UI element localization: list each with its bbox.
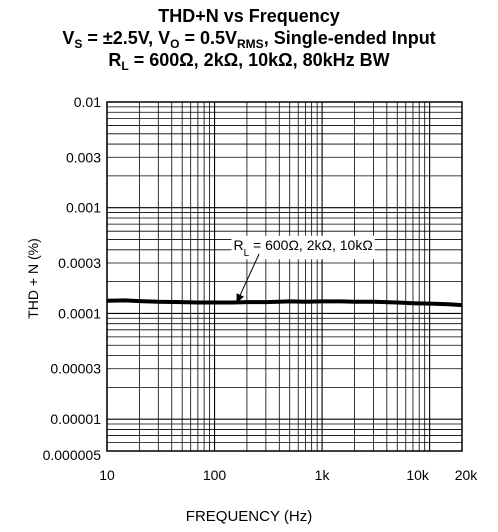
chart-title: THD+N vs Frequency (158, 6, 340, 26)
vs-value: = ±2.5V, V (82, 28, 171, 48)
rl-values: = 600Ω, 2kΩ, 10kΩ, 80kHz BW (128, 50, 390, 70)
annotation-label: RL = 600Ω, 2kΩ, 10kΩ (233, 237, 372, 259)
vs-label: V (62, 28, 75, 48)
y-tick-label: 0.01 (74, 94, 101, 110)
annotation-values: = 600Ω, 2kΩ, 10kΩ (249, 237, 373, 253)
series-group (106, 298, 463, 308)
vs-subscript: S (74, 37, 83, 51)
y-axis-label: THD + N (%) (25, 238, 41, 319)
plot-frame (106, 101, 463, 452)
y-tick-labels: 0.01 0.003 0.001 0.0003 0.0001 0.00003 0.00001… (43, 94, 102, 463)
major-grid (106, 101, 462, 451)
chart-subtitle-conditions: VS = ±2.5V, VO = 0.5VRMS, Single-ended I… (0, 28, 498, 51)
annotation-background (231, 235, 375, 260)
annotation-group: RL = 600Ω, 2kΩ, 10kΩ (231, 235, 375, 304)
x-axis-label: FREQUENCY (Hz) (185, 508, 313, 525)
x-tick-label: 20k (455, 467, 479, 483)
x-tick-label: 1k (315, 467, 331, 483)
vo-value: = 0.5V (179, 28, 238, 48)
x-tick-label: 10 (99, 467, 115, 483)
x-tick-label: 10k (406, 467, 430, 483)
rms-subscript: RMS (237, 37, 264, 51)
annotation-arrow-line (236, 253, 260, 304)
annotation-l-subscript: L (244, 247, 250, 258)
y-tick-label: 0.00003 (50, 361, 101, 377)
minor-grid (107, 102, 463, 452)
thd-series-line (106, 298, 463, 308)
y-tick-label: 0.003 (66, 149, 101, 165)
y-tick-label: 0.001 (66, 200, 101, 216)
input-mode: , Single-ended Input (263, 28, 436, 48)
rl-subscript: L (121, 59, 129, 73)
y-tick-label: 0.00001 (50, 411, 101, 427)
x-tick-label: 100 (203, 467, 227, 483)
y-tick-label: 0.000005 (43, 447, 102, 463)
x-tick-labels: 10 100 1k 10k 20k (99, 467, 478, 483)
chart-subtitle-load: RL = 600Ω, 2kΩ, 10kΩ, 80kHz BW (0, 50, 498, 73)
y-tick-label: 0.0003 (58, 255, 101, 271)
annotation-r: R (233, 237, 243, 253)
rl-label: R (108, 50, 122, 70)
annotation-arrow-head (236, 293, 244, 304)
y-tick-label: 0.0001 (58, 305, 101, 321)
vo-subscript: O (170, 37, 180, 51)
